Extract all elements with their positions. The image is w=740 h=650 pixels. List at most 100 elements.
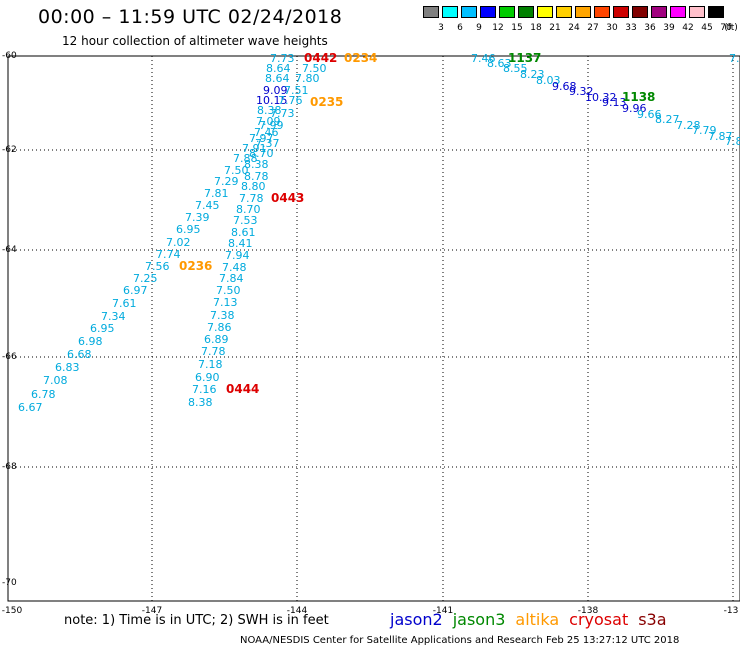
legend-label: 12	[492, 23, 504, 33]
wave-height-value: 7.88	[233, 152, 258, 165]
legend-swatch	[651, 6, 667, 18]
satellite-cryosat: cryosat	[569, 610, 629, 629]
wave-height-value: 7.46	[254, 126, 279, 139]
y-tick-label: -66	[2, 352, 17, 362]
legend-label: 6	[457, 23, 463, 33]
wave-height-value: 7.50	[302, 62, 327, 75]
y-tick-label: -64	[2, 245, 17, 255]
wave-height-value: 7.97	[249, 132, 274, 145]
wave-height-value: 8.64	[266, 62, 291, 75]
wave-height-value: 7.37	[255, 137, 280, 150]
wave-height-value: 8.23	[520, 68, 545, 81]
wave-height-value: 8.38	[257, 104, 282, 117]
wave-height-value: 7.74	[156, 248, 181, 261]
wave-height-value: 7.	[729, 52, 740, 65]
legend-label: 39	[663, 23, 675, 33]
legend-label: 45	[701, 23, 713, 33]
wave-height-value: 7.94	[225, 249, 250, 262]
wave-height-value: 9.09	[263, 84, 288, 97]
legend-swatch	[461, 6, 477, 18]
y-tick-label: -60	[2, 51, 17, 61]
wave-height-value: 7.38	[210, 309, 235, 322]
x-tick-label: -150	[1, 606, 23, 616]
wave-height-value: 7.08	[43, 374, 68, 387]
legend-swatch	[556, 6, 572, 18]
legend-swatch	[480, 6, 496, 18]
wave-height-value: 7.46	[471, 52, 496, 65]
wave-height-value: 7.50	[224, 164, 249, 177]
wave-height-value: 7.86	[207, 321, 232, 334]
wave-height-value: 7.13	[213, 296, 238, 309]
wave-height-value: 7.78	[239, 192, 264, 205]
wave-height-value: 8.38	[244, 158, 269, 171]
legend-swatch	[442, 6, 458, 18]
wave-height-value: 6.97	[123, 284, 148, 297]
y-tick-label: -62	[2, 145, 17, 155]
footer-note: note: 1) Time is in UTC; 2) SWH is in fe…	[64, 613, 329, 628]
wave-height-value: 7.81	[204, 187, 229, 200]
wave-height-value: 7.8	[725, 135, 740, 148]
wave-height-value: 10.15	[256, 94, 288, 107]
wave-height-value: 6.95	[90, 322, 115, 335]
legend-swatch	[613, 6, 629, 18]
wave-height-value: 7.34	[101, 310, 126, 323]
x-tick-label: -144	[286, 606, 308, 616]
wave-height-value: 9.68	[552, 80, 577, 93]
wave-height-value: 9.96	[622, 102, 647, 115]
legend-swatch	[575, 6, 591, 18]
legend-swatch	[537, 6, 553, 18]
pass-time-label: 0234	[344, 51, 378, 65]
wave-height-value: 7.84	[219, 272, 244, 285]
x-tick-label: -141	[432, 606, 454, 616]
pass-time-label: 0442	[304, 51, 338, 65]
wave-height-value: 7.53	[233, 214, 258, 227]
legend-swatch	[632, 6, 648, 18]
wave-height-value: 8.61	[231, 226, 256, 239]
wave-height-value: 8.27	[655, 113, 680, 126]
legend-label: 3	[438, 23, 444, 33]
pass-time-label: 0444	[226, 382, 260, 396]
wave-height-value: 7.80	[295, 72, 320, 85]
wave-height-value: 6.90	[195, 371, 220, 384]
wave-height-value: 8.41	[228, 237, 253, 250]
x-tick-label: -13	[723, 606, 739, 616]
satellite-altika: altika	[515, 610, 560, 629]
plot-frame	[7, 55, 740, 602]
satellite-key: jason2 jason3 altika cryosat s3a	[390, 610, 677, 629]
legend-swatch	[689, 6, 705, 18]
legend-label: 27	[587, 23, 599, 33]
wave-height-value: 9.13	[602, 96, 627, 109]
pass-time-label: 0443	[271, 191, 305, 205]
wave-height-value: 6.98	[78, 335, 103, 348]
y-tick-label: -68	[2, 462, 17, 472]
wave-height-value: 6.83	[55, 361, 80, 374]
wave-height-value: 7.73	[270, 107, 295, 120]
wave-height-value: 7.50	[216, 284, 241, 297]
x-tick-label: -138	[577, 606, 599, 616]
wave-height-value: 7.99	[259, 119, 284, 132]
y-tick-label: -70	[2, 578, 17, 588]
wave-height-value: 7.91	[242, 142, 267, 155]
wave-height-value: 7.79	[692, 124, 717, 137]
wave-height-value: 6.68	[67, 348, 92, 361]
page-title: 00:00 – 11:59 UTC 02/24/2018	[38, 6, 343, 28]
wave-height-value: 8.80	[241, 180, 266, 193]
wave-height-value: 7.48	[222, 261, 247, 274]
legend-swatch	[518, 6, 534, 18]
wave-height-value: 7.76	[278, 94, 303, 107]
x-tick-label: -147	[141, 606, 163, 616]
wave-height-value: 7.25	[133, 272, 158, 285]
wave-height-value: 7.87	[708, 130, 733, 143]
wave-height-value: 7.28	[676, 119, 701, 132]
pass-time-label: 1138	[622, 90, 656, 104]
wave-height-value: 6.78	[31, 388, 56, 401]
legend-swatch	[708, 6, 724, 18]
legend-swatch	[423, 6, 439, 18]
legend-label: 9	[476, 23, 482, 33]
wave-height-value: 6.95	[176, 223, 201, 236]
wave-height-value: 7.45	[195, 199, 220, 212]
wave-height-value: 7.56	[145, 260, 170, 273]
legend-label: 15	[511, 23, 523, 33]
legend-label: 24	[568, 23, 580, 33]
